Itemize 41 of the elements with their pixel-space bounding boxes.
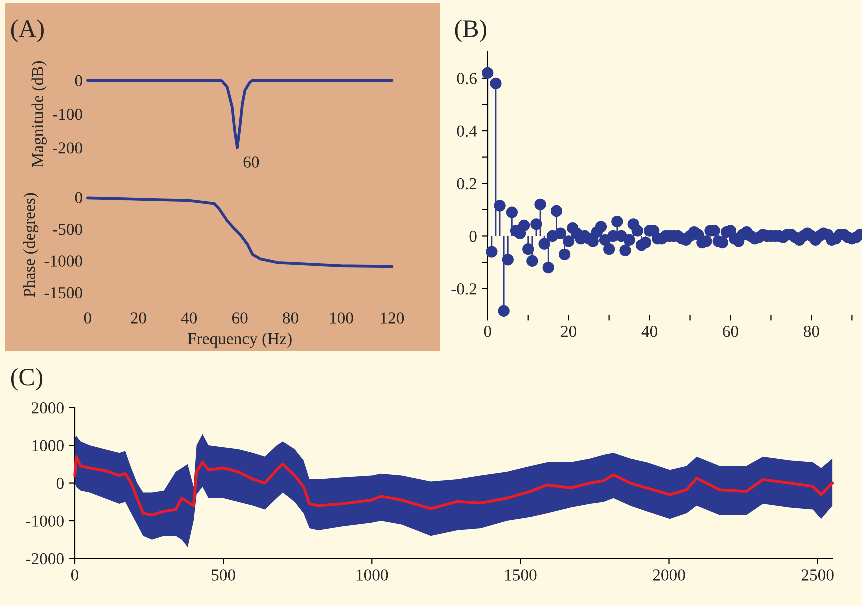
y-tick-label: 0.6 [457,73,477,84]
x-tick-label: 100 [330,312,354,324]
y-tick-label: -0.2 [452,284,477,295]
x-tick-label: 60 [232,312,248,324]
y-axis-title: Phase (degrees) [23,193,39,298]
x-tick-label: 40 [181,312,198,324]
y-tick-label: -1000 [26,516,64,527]
y-tick-label: 0.4 [457,126,478,138]
x-tick-label: 20 [561,326,577,338]
y-tick-label: 2000 [32,402,64,414]
x-tick-label: 0 [84,312,92,324]
x-tick-label: 80 [804,326,820,338]
x-tick-label: 2500 [802,570,834,581]
y-axis-title: Magnitude (dB) [32,62,47,168]
y-tick-label: 0 [56,478,64,490]
x-tick-label: 0 [484,326,492,338]
y-tick-label: 0 [75,192,82,204]
y-tick-label: -500 [53,224,82,236]
chart-title: (C) [11,368,43,391]
y-tick-label: -200 [53,142,82,154]
x-tick-label: 120 [381,312,404,324]
x-tick-label: 40 [642,326,658,338]
chart-title: (B) [455,20,486,42]
x-tick-label: 1500 [506,570,537,581]
y-tick-label: -1500 [44,287,82,299]
y-tick-label: -1000 [44,256,82,267]
x-tick-label: 60 [723,326,738,338]
annotation: 60 [244,156,260,168]
chart-title: (A) [11,20,44,42]
y-tick-label: 0.2 [457,178,477,190]
x-tick-label: 1000 [356,570,388,581]
x-tick-label: 20 [131,312,146,324]
x-tick-label: 80 [283,312,298,324]
y-tick-label: 0 [75,75,82,87]
y-tick-label: 0 [470,230,477,242]
x-tick-label: 500 [212,570,236,581]
y-tick-label: -2000 [26,553,64,565]
x-tick-label: 2000 [653,570,686,581]
x-axis-title: Frequency (Hz) [188,332,292,348]
y-tick-label: -100 [53,108,82,120]
y-tick-label: 1000 [32,440,64,452]
